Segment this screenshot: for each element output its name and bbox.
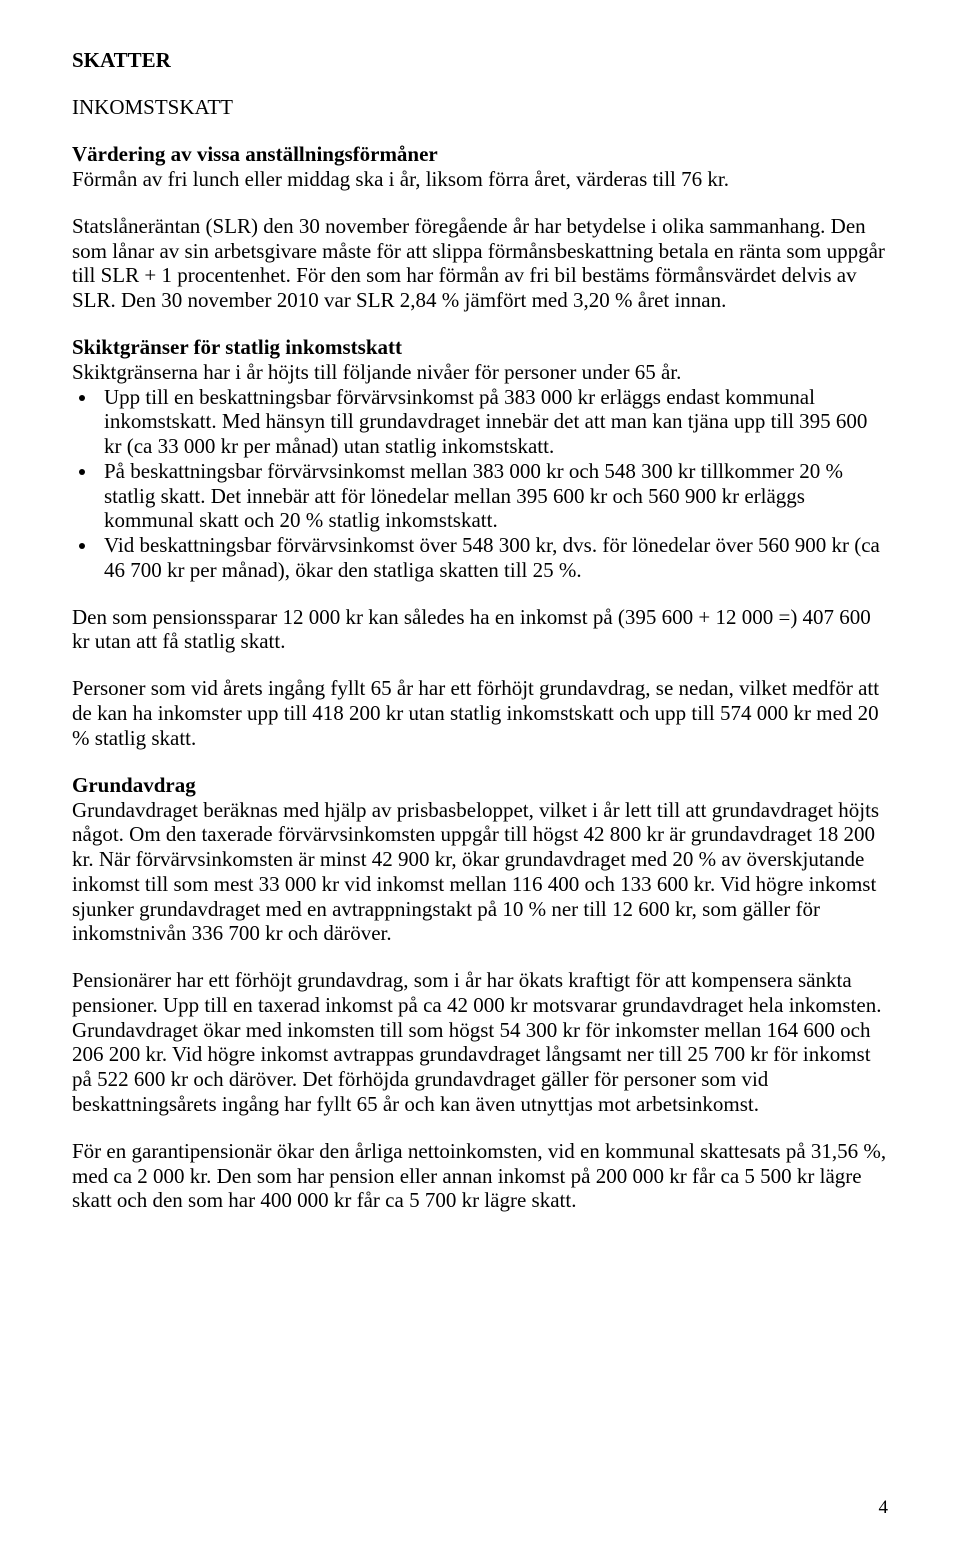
paragraph: Den som pensionssparar 12 000 kr kan sål… [72, 605, 888, 655]
heading-grundavdrag: Grundavdrag [72, 773, 888, 798]
heading-skatter: SKATTER [72, 48, 888, 73]
heading-inkomstskatt: INKOMSTSKATT [72, 95, 888, 120]
paragraph: Grundavdraget beräknas med hjälp av pris… [72, 798, 888, 947]
paragraph: Förmån av fri lunch eller middag ska i å… [72, 167, 888, 192]
paragraph: Personer som vid årets ingång fyllt 65 å… [72, 676, 888, 750]
list-item: På beskattningsbar förvärvsinkomst mella… [98, 459, 888, 533]
heading-skiktgranser: Skiktgränser för statlig inkomstskatt [72, 335, 888, 360]
paragraph: Pensionärer har ett förhöjt grundavdrag,… [72, 968, 888, 1117]
paragraph: Statslåneräntan (SLR) den 30 november fö… [72, 214, 888, 313]
bullet-list: Upp till en beskattningsbar förvärvsinko… [72, 385, 888, 583]
page-number: 4 [879, 1497, 889, 1519]
paragraph: För en garantipensionär ökar den årliga … [72, 1139, 888, 1213]
list-item: Vid beskattningsbar förvärvsinkomst över… [98, 533, 888, 583]
document-page: SKATTER INKOMSTSKATT Värdering av vissa … [0, 0, 960, 1543]
paragraph-intro: Skiktgränserna har i år höjts till följa… [72, 360, 888, 385]
list-item: Upp till en beskattningsbar förvärvsinko… [98, 385, 888, 459]
heading-vardering: Värdering av vissa anställningsförmåner [72, 142, 888, 167]
